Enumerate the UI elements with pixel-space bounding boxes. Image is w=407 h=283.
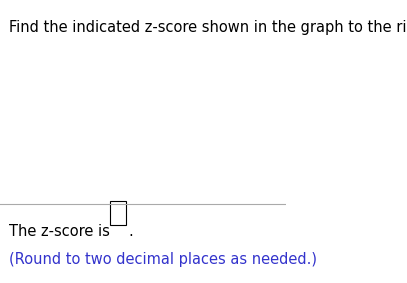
FancyBboxPatch shape: [110, 201, 126, 225]
Text: (Round to two decimal places as needed.): (Round to two decimal places as needed.): [9, 252, 317, 267]
Text: Find the indicated z-score shown in the graph to the right.: Find the indicated z-score shown in the …: [9, 20, 407, 35]
Text: The z-score is: The z-score is: [9, 224, 109, 239]
Text: .: .: [128, 224, 133, 239]
